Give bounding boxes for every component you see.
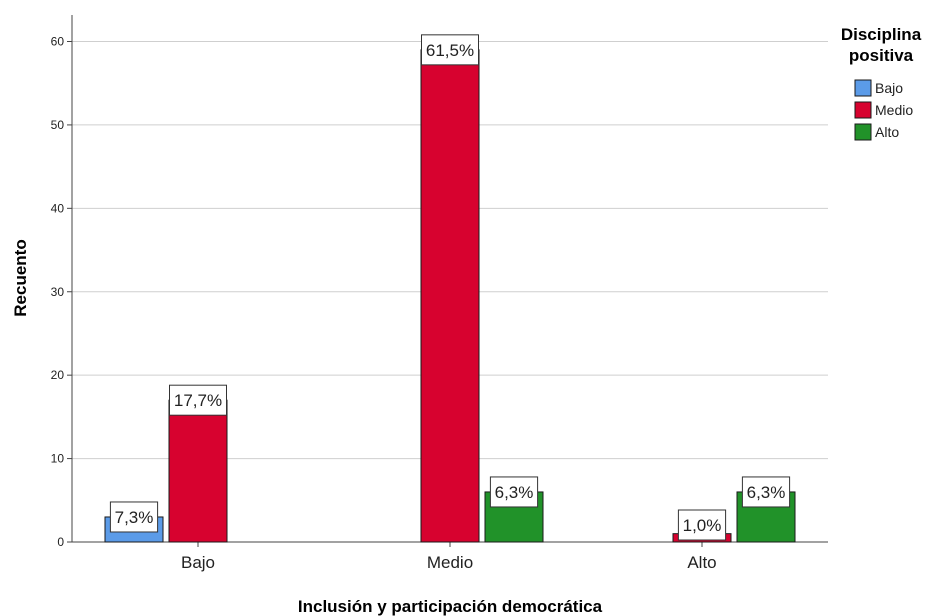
- y-tick-label-0: 0: [57, 535, 64, 549]
- data-label-box-bajo-0: [109, 501, 159, 533]
- y-axis-title: Recuento: [11, 239, 30, 316]
- data-label-box-medio-2: [677, 509, 727, 541]
- legend-title-line-1: Disciplina: [841, 25, 922, 44]
- y-tick-label-50: 50: [51, 118, 65, 132]
- category-label-2: Alto: [687, 553, 716, 572]
- category-label-1: Medio: [427, 553, 473, 572]
- data-label-medio-0: 17,7%: [174, 391, 222, 410]
- y-tick-label-30: 30: [51, 285, 65, 299]
- legend: Disciplina positiva Bajo Medio Alto: [841, 25, 922, 141]
- category-label-0: Bajo: [181, 553, 215, 572]
- legend-swatch-medio: [854, 101, 872, 119]
- legend-label-bajo: Bajo: [875, 80, 903, 96]
- data-label-alto-2: 6,3%: [747, 483, 786, 502]
- data-label-box-alto-2: [741, 476, 791, 508]
- legend-swatch-alto: [854, 123, 872, 141]
- data-label-bajo-0: 7,3%: [115, 508, 154, 527]
- legend-label-medio: Medio: [875, 102, 913, 118]
- data-label-medio-1: 61,5%: [426, 41, 474, 60]
- data-labels: 7,3% 17,7% 61,5% 6,3% 1,0% 6,3%: [109, 34, 791, 541]
- bar-medio-1: [420, 49, 480, 543]
- y-tick-label-20: 20: [51, 368, 65, 382]
- y-tick-label-10: 10: [51, 452, 65, 466]
- data-label-box-alto-1: [489, 476, 539, 508]
- data-label-medio-2: 1,0%: [683, 516, 722, 535]
- y-tick-label-60: 60: [51, 35, 65, 49]
- bar-medio-0: [168, 399, 228, 543]
- data-label-box-medio-1: [421, 34, 479, 66]
- category-labels: Bajo Medio Alto: [181, 553, 717, 572]
- y-tick-labels: 0 10 20 30 40 50 60: [51, 35, 65, 550]
- bars: [104, 49, 796, 543]
- data-label-box-medio-0: [169, 384, 227, 416]
- data-label-alto-1: 6,3%: [495, 483, 534, 502]
- legend-label-alto: Alto: [875, 124, 899, 140]
- y-tick-label-40: 40: [51, 201, 65, 215]
- legend-title-line-2: positiva: [849, 46, 914, 65]
- x-axis-title: Inclusión y participación democrática: [298, 597, 603, 616]
- legend-swatch-bajo: [854, 79, 872, 97]
